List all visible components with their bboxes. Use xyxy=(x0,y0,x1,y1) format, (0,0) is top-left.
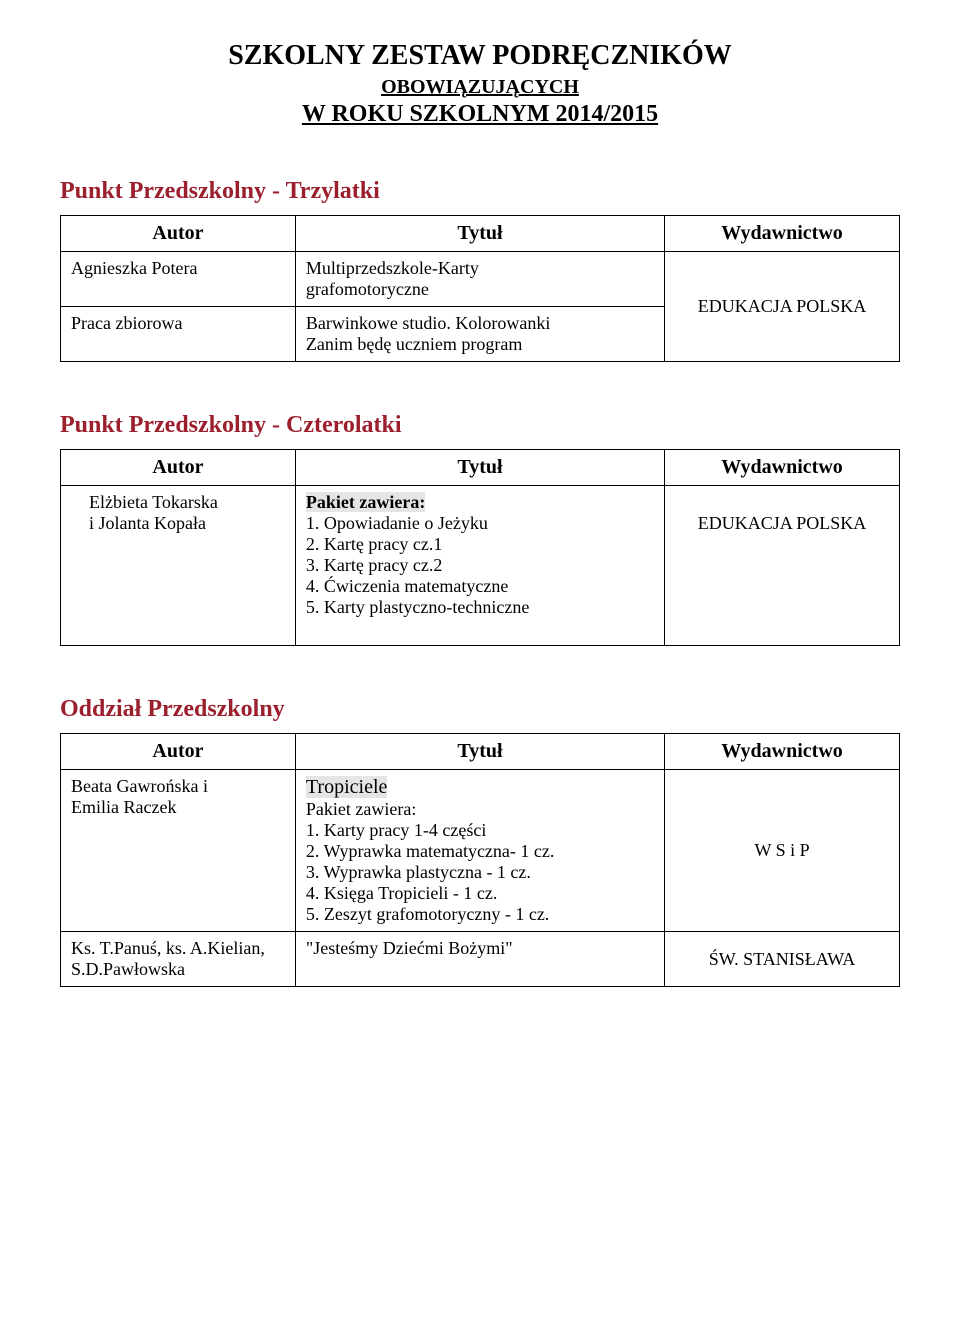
author-line: Beata Gawrońska i xyxy=(71,776,208,796)
pakiet-label: Pakiet zawiera: xyxy=(306,799,416,819)
list-item: 2. Wyprawka matematyczna- 1 cz. xyxy=(306,841,554,861)
section1-heading: Punkt Przedszkolny - Trzylatki xyxy=(60,178,900,205)
header-publisher: Wydawnictwo xyxy=(665,734,900,770)
table-row: Agnieszka Potera Multiprzedszkole-Karty … xyxy=(61,252,900,307)
title-heading: Tropiciele xyxy=(306,776,387,798)
cell-title: Tropiciele Pakiet zawiera: 1. Karty prac… xyxy=(295,770,664,932)
cell-author: Ks. T.Panuś, ks. A.Kielian, S.D.Pawłowsk… xyxy=(61,932,296,987)
title-line: Barwinkowe studio. Kolorowanki xyxy=(306,313,550,333)
table-row: Beata Gawrońska i Emilia Raczek Tropicie… xyxy=(61,770,900,932)
title-line: Multiprzedszkole-Karty xyxy=(306,258,479,278)
title-line: grafomotoryczne xyxy=(306,279,429,299)
pakiet-label: Pakiet zawiera: xyxy=(306,492,425,512)
cell-author: Agnieszka Potera xyxy=(61,252,296,307)
section3-heading: Oddział Przedszkolny xyxy=(60,696,900,723)
header-publisher: Wydawnictwo xyxy=(665,450,900,486)
cell-publisher: EDUKACJA POLSKA xyxy=(665,486,900,646)
subtitle-1: OBOWIĄZUJĄCYCH xyxy=(60,76,900,99)
subtitle-2: W ROKU SZKOLNYM 2014/2015 xyxy=(60,101,900,128)
cell-author: Elżbieta Tokarska i Jolanta Kopała xyxy=(61,486,296,646)
title-line: Zanim będę uczniem program xyxy=(306,334,522,354)
publisher-text: EDUKACJA POLSKA xyxy=(698,513,867,533)
header-author: Autor xyxy=(61,216,296,252)
main-title: SZKOLNY ZESTAW PODRĘCZNIKÓW xyxy=(60,40,900,72)
author-line: Emilia Raczek xyxy=(71,797,176,817)
table-header-row: Autor Tytuł Wydawnictwo xyxy=(61,734,900,770)
list-item: 3. Wyprawka plastyczna - 1 cz. xyxy=(306,862,531,882)
cell-author: Beata Gawrońska i Emilia Raczek xyxy=(61,770,296,932)
list-item: 3. Kartę pracy cz.2 xyxy=(306,555,442,575)
list-item: 1. Karty pracy 1-4 części xyxy=(306,820,486,840)
cell-title: Barwinkowe studio. Kolorowanki Zanim będ… xyxy=(295,307,664,362)
cell-publisher: ŚW. STANISŁAWA xyxy=(665,932,900,987)
publisher-text: ŚW. STANISŁAWA xyxy=(709,949,855,969)
table-header-row: Autor Tytuł Wydawnictwo xyxy=(61,450,900,486)
list-item: 5. Zeszyt grafomotoryczny - 1 cz. xyxy=(306,904,549,924)
publisher-text: W S i P xyxy=(754,840,809,860)
header-title: Tytuł xyxy=(295,216,664,252)
cell-title: Pakiet zawiera: 1. Opowiadanie o Jeżyku … xyxy=(295,486,664,646)
author-line: i Jolanta Kopała xyxy=(89,513,206,533)
list-item: 4. Księga Tropicieli - 1 cz. xyxy=(306,883,497,903)
cell-publisher: W S i P xyxy=(665,770,900,932)
section1-table: Autor Tytuł Wydawnictwo Agnieszka Potera… xyxy=(60,215,900,362)
section2-table: Autor Tytuł Wydawnictwo Elżbieta Tokarsk… xyxy=(60,449,900,646)
section3-table: Autor Tytuł Wydawnictwo Beata Gawrońska … xyxy=(60,733,900,987)
table-row: Ks. T.Panuś, ks. A.Kielian, S.D.Pawłowsk… xyxy=(61,932,900,987)
header-title: Tytuł xyxy=(295,734,664,770)
list-item: 5. Karty plastyczno-techniczne xyxy=(306,597,529,617)
cell-author: Praca zbiorowa xyxy=(61,307,296,362)
cell-title: Multiprzedszkole-Karty grafomotoryczne xyxy=(295,252,664,307)
author-line: Ks. T.Panuś, ks. A.Kielian, xyxy=(71,938,265,958)
list-item: 4. Ćwiczenia matematyczne xyxy=(306,576,508,596)
header-author: Autor xyxy=(61,734,296,770)
list-item: 2. Kartę pracy cz.1 xyxy=(306,534,442,554)
cell-publisher: EDUKACJA POLSKA xyxy=(665,252,900,362)
cell-title: "Jesteśmy Dziećmi Bożymi" xyxy=(295,932,664,987)
header-title: Tytuł xyxy=(295,450,664,486)
header-publisher: Wydawnictwo xyxy=(665,216,900,252)
header-author: Autor xyxy=(61,450,296,486)
list-item: 1. Opowiadanie o Jeżyku xyxy=(306,513,488,533)
table-row: Elżbieta Tokarska i Jolanta Kopała Pakie… xyxy=(61,486,900,646)
author-line: Elżbieta Tokarska xyxy=(89,492,218,512)
author-line: S.D.Pawłowska xyxy=(71,959,185,979)
publisher-text: EDUKACJA POLSKA xyxy=(698,296,867,316)
table-header-row: Autor Tytuł Wydawnictwo xyxy=(61,216,900,252)
section2-heading: Punkt Przedszkolny - Czterolatki xyxy=(60,412,900,439)
